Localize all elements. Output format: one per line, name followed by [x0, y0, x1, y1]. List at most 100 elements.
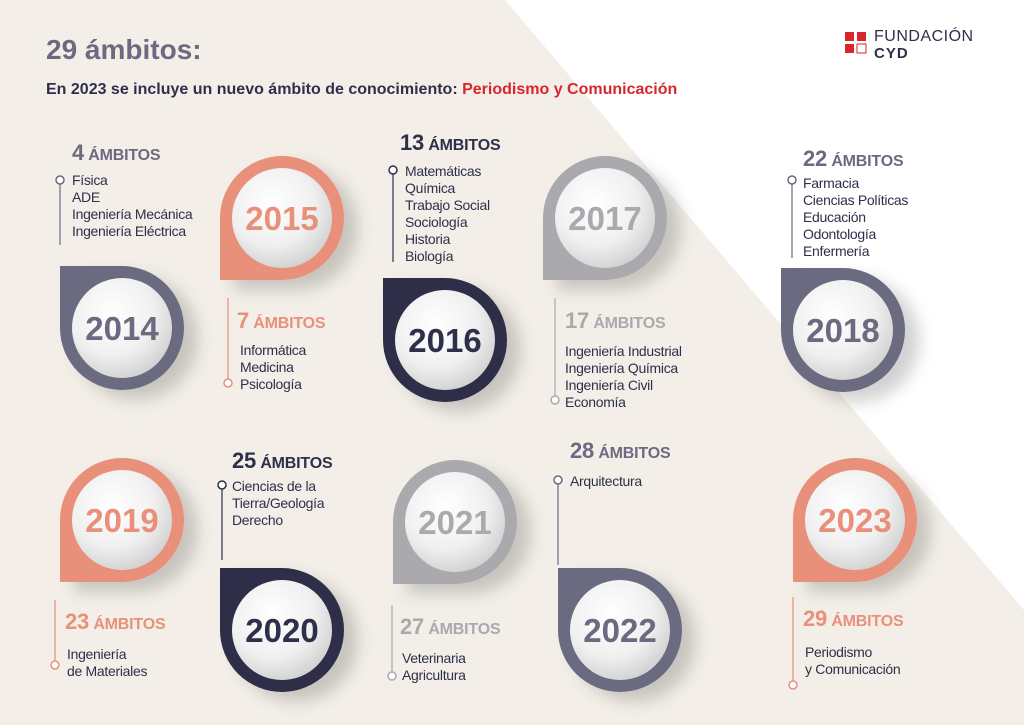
connector-dot [217, 480, 227, 490]
field: Ingeniería Eléctrica [72, 223, 186, 239]
logo-square [845, 32, 854, 41]
badge-inner [555, 168, 655, 268]
field: Ingeniería [67, 646, 127, 662]
unit: ÁMBITOS [598, 445, 671, 462]
unit: ÁMBITOS [593, 315, 666, 332]
title: 29 ámbitos: [46, 34, 202, 65]
field: Economía [565, 394, 626, 410]
field: Psicología [240, 376, 302, 392]
heading: 23 ÁMBITOS [65, 609, 166, 635]
subtitle-text: En 2023 se incluye un nuevo ámbito de co… [46, 81, 458, 98]
unit: ÁMBITOS [831, 153, 904, 170]
badge-year: 2015 [245, 200, 318, 237]
connector-dot [553, 475, 563, 485]
field: Odontología [803, 226, 876, 242]
field: Informática [240, 342, 306, 358]
count: 17 [565, 308, 590, 333]
heading: 29 ÁMBITOS [803, 606, 904, 632]
field: Química [405, 180, 456, 196]
heading: 7 ÁMBITOS [237, 308, 326, 334]
unit: ÁMBITOS [831, 613, 904, 630]
connector-dot [550, 395, 560, 405]
field: Trabajo Social [405, 197, 490, 213]
heading: 27 ÁMBITOS [400, 614, 501, 640]
field: Ingeniería Civil [565, 377, 653, 393]
field: Sociología [405, 214, 468, 230]
badge-year: 2019 [85, 502, 158, 539]
heading: 28 ÁMBITOS [570, 438, 671, 464]
field: Biología [405, 248, 454, 264]
count: 25 [232, 448, 257, 473]
badge-inner [232, 580, 332, 680]
field: ADE [72, 189, 100, 205]
field: Ingeniería Química [565, 360, 678, 376]
field: y Comunicación [805, 661, 901, 677]
field: Derecho [232, 512, 283, 528]
background-band [505, 0, 1024, 610]
logo-text: CYD [874, 45, 909, 62]
subtitle: En 2023 se incluye un nuevo ámbito de co… [46, 81, 677, 99]
badge-year: 2023 [818, 502, 891, 539]
connector-dot [788, 680, 798, 690]
count: 22 [803, 146, 828, 171]
heading: 4 ÁMBITOS [72, 140, 161, 166]
connector-dot [223, 378, 233, 388]
field: de Materiales [67, 663, 148, 679]
field: Veterinaria [402, 650, 466, 666]
field: Educación [803, 209, 866, 225]
field: Farmacia [803, 175, 859, 191]
heading: 22 ÁMBITOS [803, 146, 904, 172]
count: 4 [72, 140, 85, 165]
badge-inner [72, 278, 172, 378]
connector-dot [55, 175, 65, 185]
logo-square [857, 32, 866, 41]
field: Agricultura [402, 667, 466, 683]
connector-dot [50, 660, 60, 670]
heading: 13 ÁMBITOS [400, 130, 501, 156]
unit: ÁMBITOS [88, 147, 161, 164]
badge-inner [395, 290, 495, 390]
field: Ingeniería Industrial [565, 343, 682, 359]
count: 23 [65, 609, 90, 634]
connector-dot [387, 671, 397, 681]
badge-inner [805, 470, 905, 570]
unit: ÁMBITOS [93, 616, 166, 633]
count: 28 [570, 438, 595, 463]
badge-year: 2014 [85, 310, 159, 347]
badge-inner [793, 280, 893, 380]
logo-square [845, 44, 854, 53]
logo-square [856, 43, 867, 54]
field: Ingeniería Mecánica [72, 206, 193, 222]
field: Matemáticas [405, 163, 482, 179]
count: 13 [400, 130, 425, 155]
connector-dot [388, 165, 398, 175]
field: Ciencias de la [232, 478, 316, 494]
field: Medicina [240, 359, 294, 375]
unit: ÁMBITOS [428, 621, 501, 638]
badge-year: 2022 [583, 612, 656, 649]
badge-inner [232, 168, 332, 268]
count: 7 [237, 308, 250, 333]
field: Arquitectura [570, 473, 642, 489]
badge-year: 2018 [806, 312, 879, 349]
count: 29 [803, 606, 828, 631]
badge-year: 2016 [408, 322, 481, 359]
badge-inner [570, 580, 670, 680]
field: Física [72, 172, 108, 188]
badge-year: 2020 [245, 612, 318, 649]
connector-dot [787, 175, 797, 185]
field: Tierra/Geología [232, 495, 325, 511]
badge-inner [405, 472, 505, 572]
unit: ÁMBITOS [260, 455, 333, 472]
badge-year: 2021 [418, 504, 491, 541]
field: Periodismo [805, 644, 873, 660]
badge-year: 2017 [568, 200, 641, 237]
logo-text: FUNDACIÓN [874, 28, 974, 45]
heading: 25 ÁMBITOS [232, 448, 333, 474]
subtitle-highlight: Periodismo y Comunicación [462, 81, 678, 98]
field: Ciencias Políticas [803, 192, 909, 208]
unit: ÁMBITOS [428, 137, 501, 154]
badge-inner [72, 470, 172, 570]
